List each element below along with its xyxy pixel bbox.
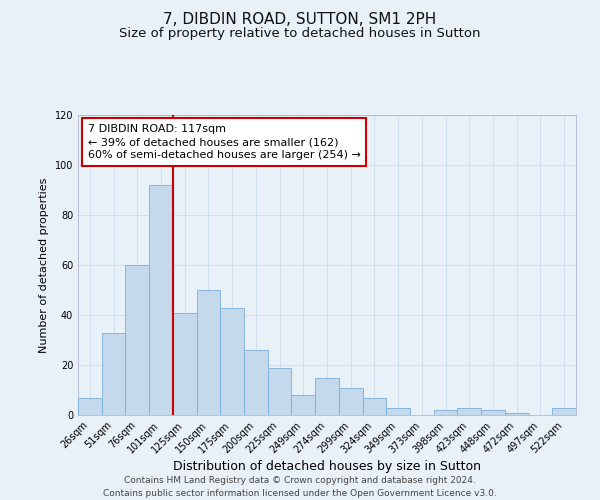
Bar: [197, 290, 220, 415]
Bar: [292, 395, 315, 415]
Bar: [244, 350, 268, 415]
Y-axis label: Number of detached properties: Number of detached properties: [39, 178, 49, 352]
Bar: [457, 408, 481, 415]
Bar: [315, 378, 339, 415]
Text: Size of property relative to detached houses in Sutton: Size of property relative to detached ho…: [119, 28, 481, 40]
Bar: [173, 312, 197, 415]
Text: 7, DIBDIN ROAD, SUTTON, SM1 2PH: 7, DIBDIN ROAD, SUTTON, SM1 2PH: [163, 12, 437, 28]
Bar: [434, 410, 457, 415]
Bar: [220, 308, 244, 415]
Bar: [149, 185, 173, 415]
X-axis label: Distribution of detached houses by size in Sutton: Distribution of detached houses by size …: [173, 460, 481, 473]
Bar: [481, 410, 505, 415]
Bar: [339, 388, 362, 415]
Bar: [125, 265, 149, 415]
Bar: [102, 332, 125, 415]
Text: 7 DIBDIN ROAD: 117sqm
← 39% of detached houses are smaller (162)
60% of semi-det: 7 DIBDIN ROAD: 117sqm ← 39% of detached …: [88, 124, 361, 160]
Bar: [505, 412, 529, 415]
Bar: [78, 398, 102, 415]
Bar: [362, 398, 386, 415]
Bar: [268, 368, 292, 415]
Text: Contains HM Land Registry data © Crown copyright and database right 2024.
Contai: Contains HM Land Registry data © Crown c…: [103, 476, 497, 498]
Bar: [552, 408, 576, 415]
Bar: [386, 408, 410, 415]
